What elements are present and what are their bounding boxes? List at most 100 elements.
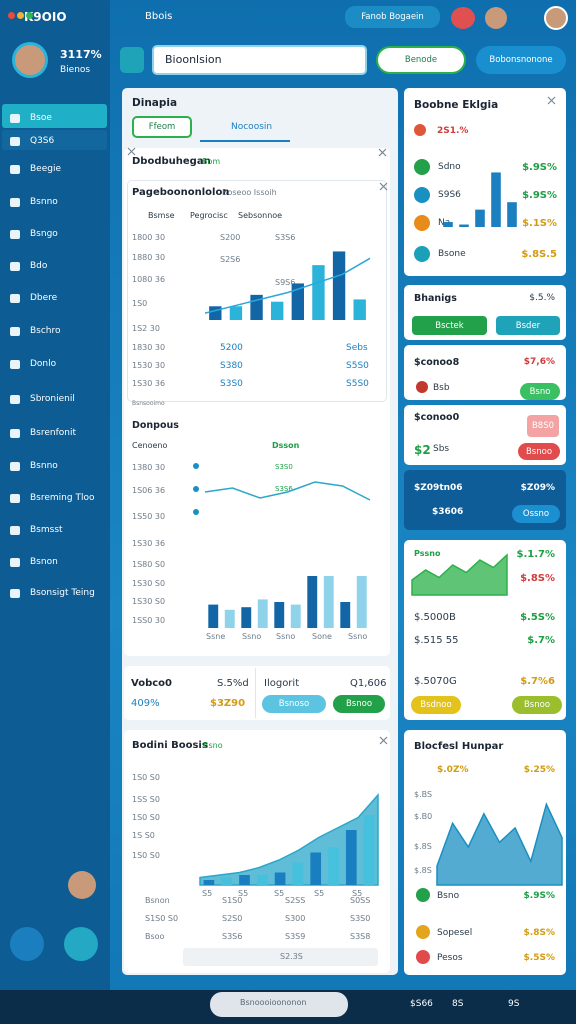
button[interactable]: Bsnoo bbox=[518, 443, 560, 460]
window-dot bbox=[26, 12, 33, 19]
label: Sone bbox=[312, 632, 332, 641]
label: 1S0 S0 bbox=[132, 851, 160, 860]
label: 1S06 36 bbox=[132, 486, 166, 495]
avatar[interactable] bbox=[485, 7, 507, 29]
label: $S66 bbox=[410, 999, 433, 1009]
sidebar-item[interactable]: Bdo bbox=[30, 261, 48, 271]
sidebar-icon bbox=[10, 294, 20, 303]
label: 1SS S0 bbox=[132, 795, 160, 804]
sidebar-item[interactable]: Sbronienil bbox=[30, 394, 75, 404]
sidebar-item[interactable]: Bsrenfonit bbox=[30, 428, 77, 438]
summary-card bbox=[404, 88, 566, 276]
label: S3S9 bbox=[285, 932, 306, 941]
label: $.8S.5 bbox=[521, 249, 557, 260]
label: Pegrocisc bbox=[190, 211, 228, 220]
button[interactable]: Bsnoso bbox=[262, 695, 326, 713]
search-field[interactable] bbox=[152, 45, 367, 75]
label: $.5S% bbox=[520, 612, 555, 623]
sidebar-icon bbox=[10, 230, 20, 239]
label: $.8S% bbox=[523, 928, 555, 938]
button[interactable]: Ffeom bbox=[132, 116, 192, 138]
sidebar-item[interactable]: Bsonsigt Teing bbox=[30, 588, 95, 598]
label: 1S80 S0 bbox=[132, 560, 166, 569]
sidebar-item[interactable]: Bschro bbox=[30, 326, 61, 336]
button[interactable]: Bsctek bbox=[412, 316, 487, 335]
row-icon bbox=[416, 950, 430, 964]
label: Boobne Eklgia bbox=[414, 99, 499, 111]
label: 1SS0 30 bbox=[132, 616, 166, 625]
button[interactable]: Bsnoo bbox=[333, 695, 385, 713]
sidebar-icon bbox=[10, 589, 20, 598]
label: $Z09% bbox=[520, 483, 555, 493]
label: Pageboononlolon bbox=[132, 187, 230, 198]
label: $.0Z% bbox=[437, 765, 469, 775]
sidebar-item[interactable]: Bsmsst bbox=[30, 525, 63, 535]
button[interactable]: Bsder bbox=[496, 316, 560, 335]
sidebar-item[interactable]: Bsnon bbox=[30, 557, 58, 567]
label: Pssno bbox=[414, 549, 441, 558]
sidebar-icon bbox=[10, 327, 20, 336]
button[interactable]: Bsdnoo bbox=[411, 696, 461, 714]
sidebar-icon bbox=[10, 137, 20, 146]
sidebar-icon bbox=[10, 494, 20, 503]
sidebar-item[interactable]: Donlo bbox=[30, 359, 57, 369]
sidebar-item[interactable]: Dbere bbox=[30, 293, 58, 303]
button[interactable]: Bsno bbox=[520, 383, 560, 400]
label: 1S30 36 bbox=[132, 539, 166, 548]
button[interactable]: Bobonsnonone bbox=[476, 46, 566, 74]
sidebar-item[interactable]: Bsnno bbox=[30, 197, 58, 207]
sidebar-item[interactable]: Bsreming Tloo bbox=[30, 493, 95, 503]
row-icon bbox=[414, 246, 430, 262]
sidebar-icon bbox=[10, 395, 20, 404]
label: K9OIO bbox=[24, 10, 67, 24]
sidebar-icon bbox=[10, 262, 20, 271]
label: Ssno bbox=[242, 632, 262, 641]
label: 8S bbox=[452, 999, 464, 1009]
label: Dbodbuhegan bbox=[132, 156, 211, 167]
label: Pesos bbox=[437, 953, 463, 963]
fab[interactable] bbox=[10, 927, 44, 961]
label: S380 bbox=[220, 361, 243, 371]
label: $.9S% bbox=[523, 891, 555, 901]
button[interactable]: Ossno bbox=[512, 505, 560, 523]
label: Bodini Boosis bbox=[132, 740, 208, 751]
sidebar-icon bbox=[10, 165, 20, 174]
label: Sbs bbox=[433, 444, 450, 454]
button[interactable]: Benode bbox=[376, 46, 466, 74]
button[interactable]: B8S0 bbox=[527, 415, 559, 437]
button[interactable]: Bsnoo bbox=[512, 696, 562, 714]
fab[interactable] bbox=[64, 927, 98, 961]
label: S.5%d bbox=[217, 678, 249, 689]
sidebar-item[interactable]: Beegie bbox=[30, 164, 61, 174]
sidebar-icon bbox=[10, 558, 20, 567]
label: S3S6 bbox=[222, 932, 243, 941]
sidebar-item[interactable]: Q3S6 bbox=[30, 136, 55, 146]
button[interactable]: Fanob Bogaein bbox=[345, 6, 440, 28]
label: S3S6 bbox=[275, 485, 293, 493]
label: Dinapia bbox=[132, 97, 178, 109]
sidebar-item[interactable]: Bsnno bbox=[30, 461, 58, 471]
label: 1S0 S0 bbox=[132, 813, 160, 822]
avatar bbox=[68, 871, 96, 899]
label: $.B0 bbox=[414, 812, 433, 821]
label: Bienos bbox=[60, 65, 91, 75]
label: S0SS bbox=[350, 896, 371, 905]
label: $.5070G bbox=[414, 676, 457, 687]
avatar[interactable] bbox=[544, 6, 568, 30]
label: Bsnon bbox=[145, 896, 170, 905]
sidebar-item[interactable]: Bsngo bbox=[30, 229, 58, 239]
label: Boseoo Issoih bbox=[222, 188, 277, 197]
label: Sebs bbox=[346, 343, 368, 353]
label: $.5000B bbox=[414, 612, 456, 623]
label: Na bbox=[438, 218, 451, 228]
avatar[interactable] bbox=[451, 7, 475, 29]
label: $2 bbox=[414, 443, 431, 457]
sidebar-item[interactable]: Bsoe bbox=[30, 113, 52, 123]
label: 9S bbox=[508, 999, 520, 1009]
label: $.9S% bbox=[522, 190, 557, 201]
taskbar-search[interactable] bbox=[210, 992, 348, 1017]
label: Bsoo bbox=[145, 932, 165, 941]
label: Vobco0 bbox=[131, 678, 172, 689]
label: S2SS bbox=[285, 896, 306, 905]
back-button[interactable] bbox=[120, 47, 144, 73]
